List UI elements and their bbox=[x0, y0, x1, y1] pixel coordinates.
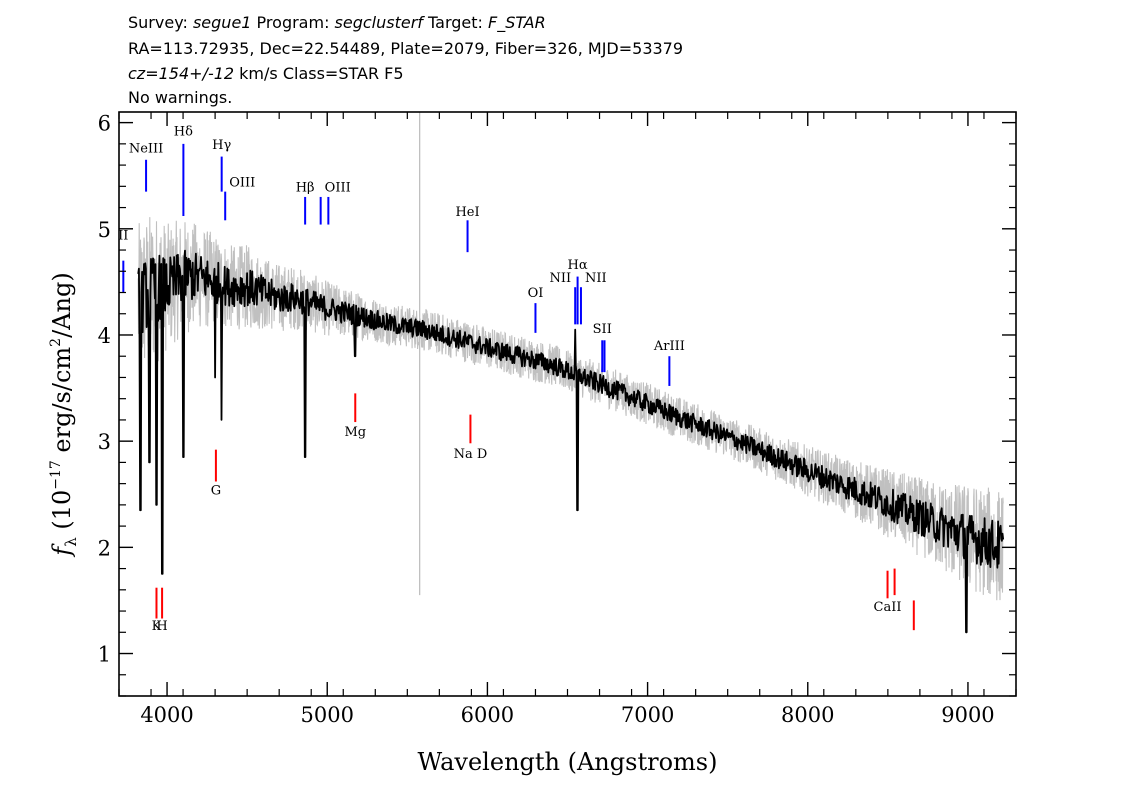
header-line-4: No warnings. bbox=[128, 88, 233, 107]
x-tick-label: 4000 bbox=[140, 703, 193, 727]
x-tick-label: 9000 bbox=[941, 703, 994, 727]
line-marker-label: NII bbox=[585, 271, 607, 286]
spectrum-line bbox=[137, 249, 1005, 634]
header-line-1: Survey: segue1 Program: segclusterf Targ… bbox=[128, 13, 546, 33]
line-marker-label: K bbox=[152, 619, 162, 634]
line-marker-label: SII bbox=[593, 322, 612, 337]
class-text: km/s Class=STAR F5 bbox=[234, 64, 404, 83]
line-marker-label: Hβ bbox=[296, 181, 315, 196]
line-marker-label: NII bbox=[550, 271, 572, 286]
y-axis-label-end: /Ang) bbox=[48, 272, 76, 338]
survey-label: Survey: bbox=[128, 13, 193, 32]
line-marker-label: OIII bbox=[325, 181, 351, 196]
y-tick-label: 2 bbox=[98, 536, 111, 560]
line-marker-label: Mg bbox=[344, 425, 366, 440]
y-axis-label-sub: λ bbox=[62, 537, 80, 547]
target-value: F_STAR bbox=[488, 13, 546, 32]
error-band-layer bbox=[137, 112, 1004, 601]
program-label: Program: bbox=[251, 13, 335, 32]
line-marker-label: Hα bbox=[568, 258, 588, 273]
y-tick-label: 3 bbox=[98, 430, 111, 454]
line-marker-label: OI bbox=[528, 286, 544, 301]
header-line-3: cz=154+/-12 km/s Class=STAR F5 bbox=[128, 64, 404, 84]
y-axis-label-exp2: 2 bbox=[48, 338, 64, 347]
line-marker-label: HeI bbox=[455, 205, 479, 220]
y-axis-label-exp: −17 bbox=[48, 460, 64, 490]
x-tick-label: 5000 bbox=[301, 703, 354, 727]
tick-layer: 4000 5000 6000 7000 8000 9000 1 2 3 4 5 6 bbox=[98, 112, 1017, 727]
y-tick-label: 6 bbox=[98, 112, 111, 136]
x-tick-label: 8000 bbox=[781, 703, 834, 727]
spectrum-layer bbox=[137, 249, 1005, 634]
y-tick-label: 1 bbox=[98, 643, 111, 667]
y-tick-label: 4 bbox=[98, 324, 111, 348]
survey-value: segue1 bbox=[192, 13, 252, 32]
line-marker-label: Hδ bbox=[174, 124, 193, 139]
target-label: Target: bbox=[422, 13, 488, 32]
line-marker-label: Hγ bbox=[212, 138, 231, 153]
x-tick-label: 7000 bbox=[621, 703, 674, 727]
y-tick-label: 5 bbox=[98, 218, 111, 242]
line-marker-label: II bbox=[118, 228, 128, 243]
x-tick-label: 6000 bbox=[461, 703, 514, 727]
line-marker-label: H bbox=[156, 619, 167, 634]
line-marker-label: ArIII bbox=[653, 339, 685, 354]
y-axis-label-main: (10 bbox=[48, 490, 76, 538]
cz-value: cz=154+/-12 bbox=[128, 64, 235, 83]
program-value: segclusterf bbox=[334, 13, 423, 32]
y-axis-label: fλ (10−17 erg/s/cm2/Ang) bbox=[48, 272, 80, 557]
line-marker-label: G bbox=[211, 483, 221, 498]
header-line-2: RA=113.72935, Dec=22.54489, Plate=2079, … bbox=[128, 39, 684, 58]
line-marker-label: Na D bbox=[454, 447, 488, 462]
y-axis-label-rest: erg/s/cm bbox=[48, 347, 76, 461]
line-marker-label: NeIII bbox=[129, 141, 163, 156]
x-axis-label: Wavelength (Angstroms) bbox=[418, 748, 718, 776]
line-marker-label: CaII bbox=[874, 600, 902, 615]
line-marker-label: OIII bbox=[229, 175, 255, 190]
